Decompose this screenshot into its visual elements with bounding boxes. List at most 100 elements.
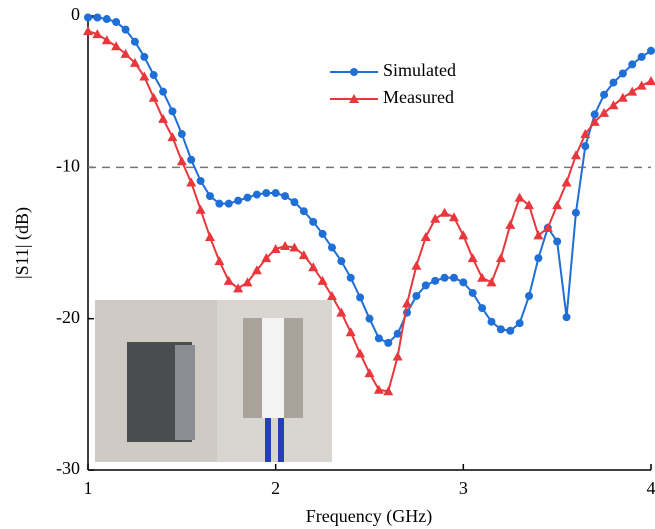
- data-point: [608, 100, 619, 110]
- data-point: [318, 229, 327, 238]
- legend-label: Simulated: [383, 60, 456, 80]
- data-point: [561, 177, 572, 187]
- data-point: [196, 176, 205, 185]
- data-point: [412, 291, 421, 300]
- inset-photo: [95, 300, 332, 462]
- data-point: [449, 273, 458, 282]
- data-point: [618, 69, 627, 78]
- legend-marker: [349, 94, 359, 103]
- legend-marker: [350, 68, 358, 76]
- data-point: [364, 368, 375, 378]
- x-tick-label: 1: [84, 478, 93, 498]
- data-point: [224, 199, 233, 208]
- data-point: [580, 129, 591, 139]
- data-point: [459, 278, 468, 287]
- data-point: [440, 273, 449, 282]
- data-point: [392, 351, 403, 361]
- data-point: [168, 107, 177, 116]
- data-point: [562, 313, 571, 322]
- data-point: [309, 217, 318, 226]
- data-point: [186, 177, 197, 187]
- data-point: [298, 250, 309, 260]
- data-point: [205, 192, 214, 201]
- data-point: [431, 276, 440, 285]
- data-point: [553, 237, 562, 246]
- data-point: [261, 253, 272, 263]
- data-point: [84, 13, 92, 22]
- data-point: [130, 37, 139, 46]
- data-point: [233, 283, 244, 293]
- y-tick-label: -20: [56, 307, 80, 327]
- data-point: [647, 46, 655, 55]
- data-point: [402, 298, 413, 308]
- data-point: [187, 155, 196, 164]
- data-point: [176, 156, 187, 166]
- data-point: [439, 207, 450, 217]
- data-point: [628, 60, 637, 69]
- data-point: [571, 208, 580, 217]
- data-point: [599, 107, 610, 117]
- data-point: [506, 326, 515, 335]
- data-point: [627, 86, 638, 96]
- data-point: [589, 116, 600, 126]
- data-point: [317, 275, 328, 285]
- cable: [278, 418, 284, 462]
- data-point: [365, 314, 374, 323]
- data-point: [270, 244, 281, 254]
- data-point: [393, 329, 402, 338]
- data-point: [148, 92, 159, 102]
- data-point: [346, 273, 355, 282]
- data-point: [373, 384, 384, 394]
- data-point: [214, 256, 225, 266]
- data-point: [234, 196, 243, 205]
- data-point: [646, 76, 655, 86]
- data-point: [121, 25, 130, 34]
- data-point: [486, 277, 497, 287]
- y-tick-label: -10: [56, 155, 80, 175]
- data-point: [467, 253, 478, 263]
- data-point: [477, 272, 488, 282]
- data-point: [524, 200, 535, 210]
- data-point: [140, 52, 149, 61]
- x-axis-title: Frequency (GHz): [306, 506, 432, 527]
- data-point: [271, 189, 280, 198]
- data-point: [374, 334, 383, 343]
- data-point: [102, 15, 111, 24]
- data-point: [308, 262, 319, 272]
- data-point: [167, 132, 178, 142]
- data-point: [252, 190, 261, 199]
- data-point: [468, 288, 477, 297]
- data-point: [345, 327, 356, 337]
- data-point: [421, 281, 430, 290]
- data-point: [570, 150, 581, 160]
- data-point: [600, 90, 609, 99]
- data-point: [111, 41, 122, 51]
- data-point: [251, 265, 262, 275]
- data-point: [383, 386, 394, 396]
- data-point: [496, 325, 505, 334]
- data-point: [83, 26, 93, 36]
- data-point: [139, 71, 150, 81]
- cable: [265, 418, 271, 462]
- data-point: [299, 207, 308, 216]
- data-point: [411, 260, 422, 270]
- data-point: [458, 230, 469, 240]
- data-point: [356, 293, 365, 302]
- data-point: [204, 231, 215, 241]
- data-point: [120, 48, 131, 58]
- data-point: [637, 52, 646, 61]
- data-point: [487, 317, 496, 326]
- data-point: [159, 87, 168, 96]
- device-side: [175, 345, 195, 440]
- data-point: [552, 200, 563, 210]
- data-point: [430, 213, 441, 223]
- data-point: [289, 242, 300, 252]
- y-tick-label: -30: [56, 458, 80, 478]
- foam: [262, 318, 284, 418]
- data-point: [262, 189, 271, 198]
- data-point: [533, 230, 544, 240]
- data-point: [384, 338, 393, 347]
- data-point: [478, 304, 487, 313]
- data-point: [158, 113, 169, 123]
